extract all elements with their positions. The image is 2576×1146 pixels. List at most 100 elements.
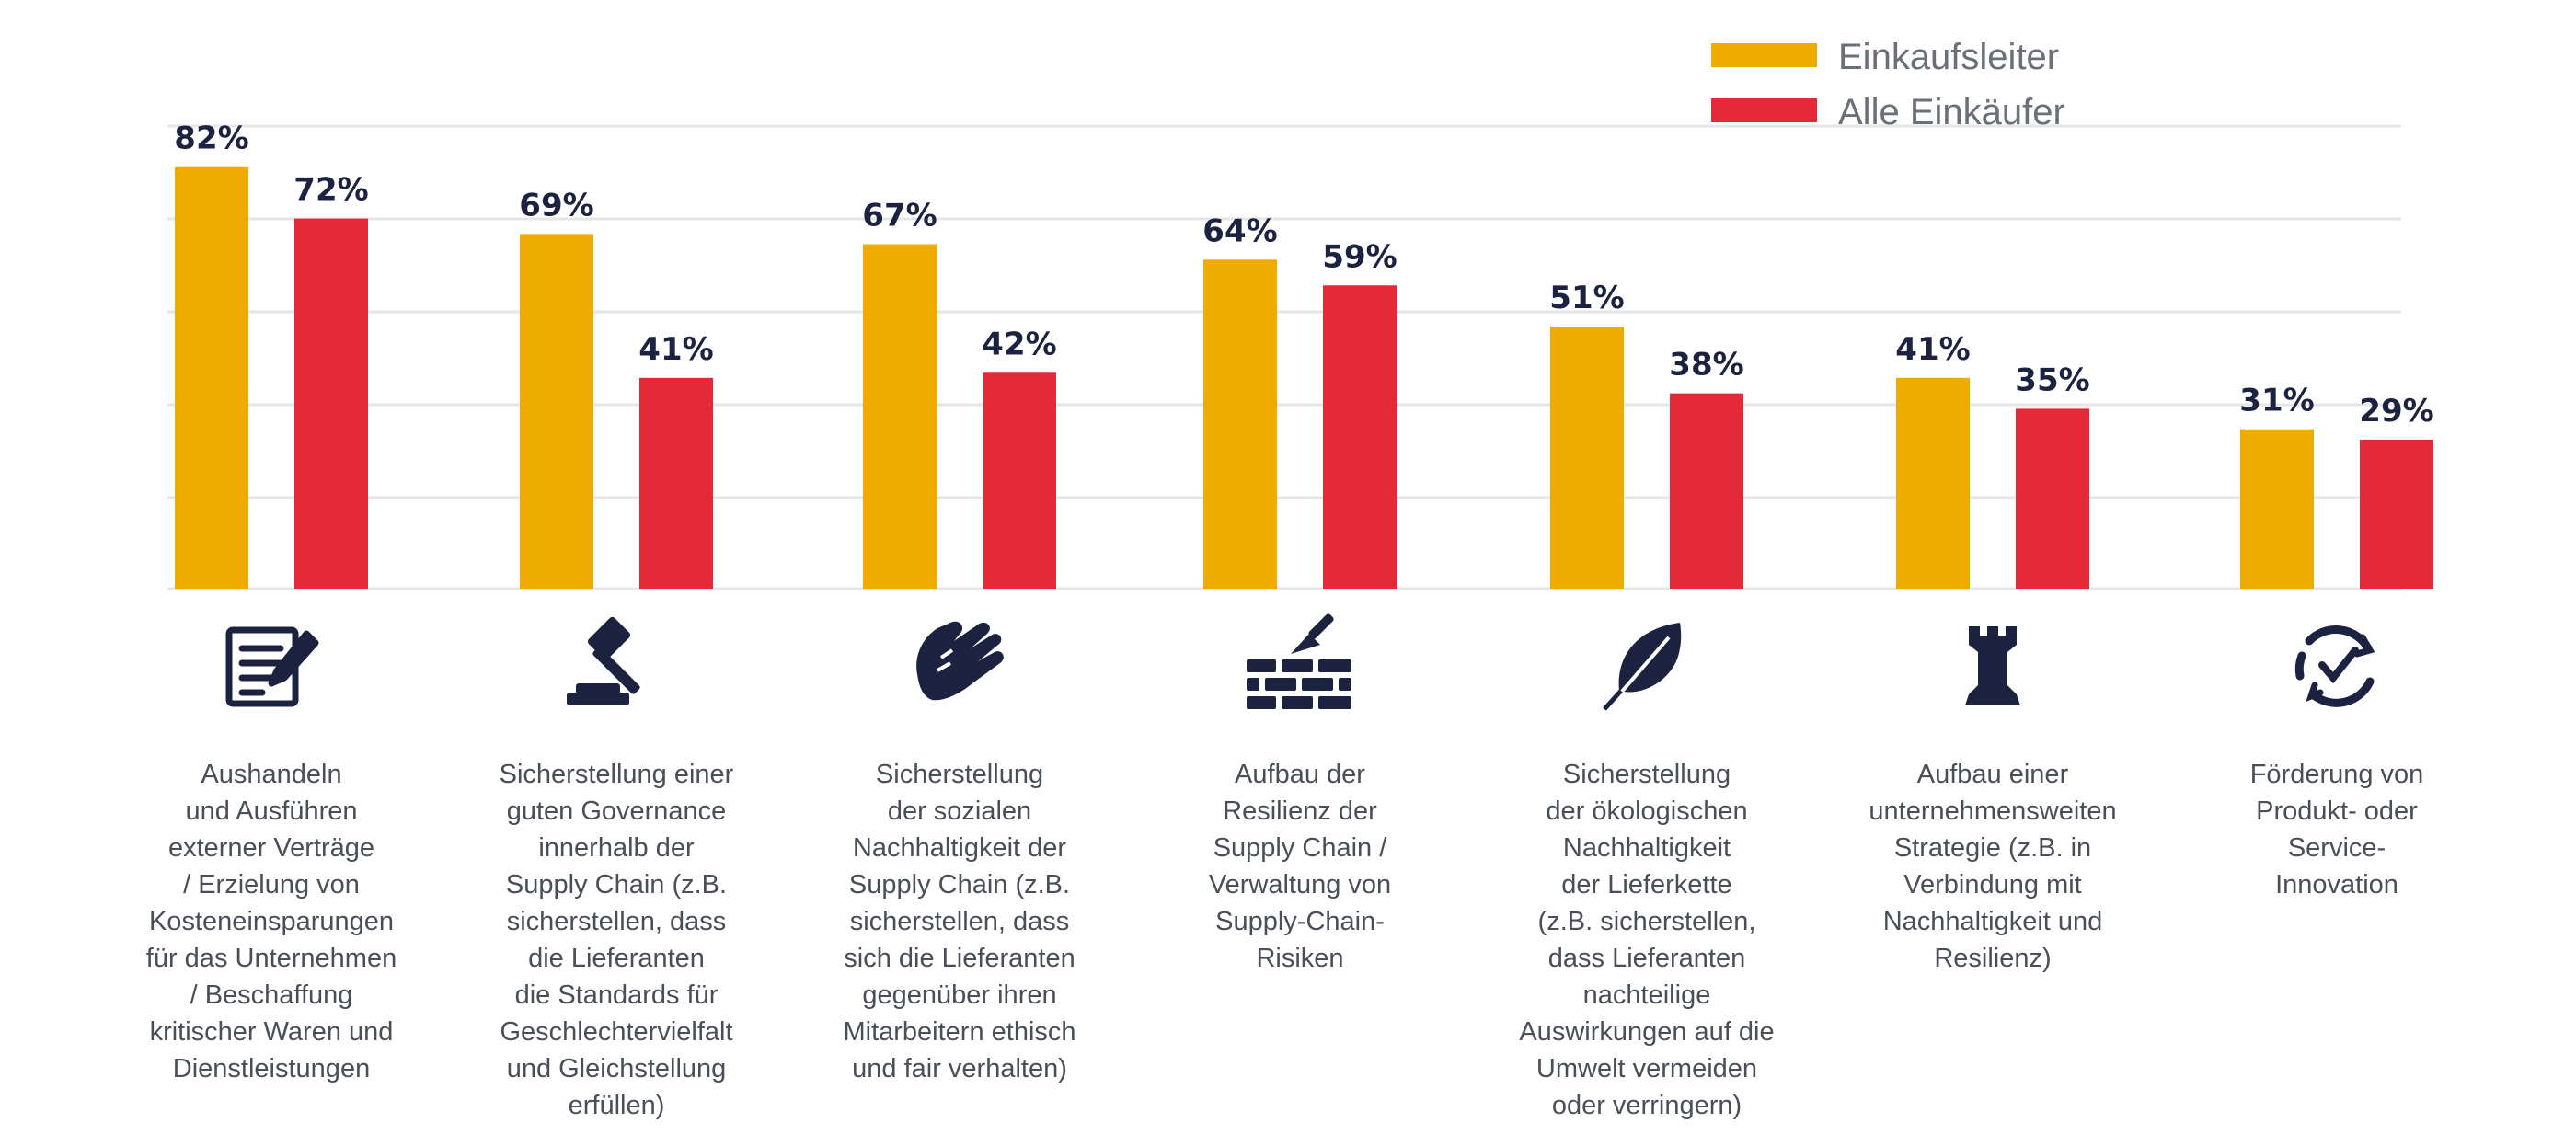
category-label-line: die Lieferanten <box>528 944 705 973</box>
category-label-5: Sicherstellung der ökologischen Nachhaltig… <box>1509 756 1785 1124</box>
category-label-line: Auswirkungen auf die <box>1519 1017 1775 1047</box>
bar-all-1 <box>294 218 368 589</box>
category-label-line: Sicherstellung <box>1562 760 1731 789</box>
category-label-3: Sicherstellung der sozialen Nachhaltigkeit… <box>822 756 1098 1087</box>
value-label-all-2: 41% <box>638 331 713 368</box>
value-label-leaders-1: 82% <box>174 120 248 157</box>
legend-swatch-all <box>1711 98 1817 122</box>
bar-all-2 <box>639 377 713 589</box>
value-label-leaders-7: 31% <box>2239 383 2314 419</box>
legend: Einkaufsleiter Alle Einkäufer <box>1711 37 2065 132</box>
category-label-line: kritischer Waren und <box>149 1017 394 1047</box>
category-label-line: und Gleichstellung <box>506 1054 727 1083</box>
cycle-check-icon <box>2294 625 2375 707</box>
category-label-line: Nachhaltigkeit der <box>852 833 1067 863</box>
legend-swatch-leaders <box>1711 43 1817 67</box>
category-label-line: innerhalb der <box>538 833 695 863</box>
category-label-6: Aufbau einer unternehmensweiten Strategie … <box>1855 756 2131 977</box>
category-label-line: Mitarbeitern ethisch <box>843 1017 1076 1047</box>
category-label-line: gegenüber ihren <box>862 980 1057 1010</box>
chess-rook-icon <box>1965 626 2020 705</box>
category-label-line: / Erzielung von <box>183 870 360 900</box>
category-label-line: externer Verträge <box>167 833 375 863</box>
category-label-line: (z.B. sicherstellen, <box>1537 907 1756 936</box>
value-label-leaders-2: 69% <box>519 187 593 223</box>
category-label-line: sicherstellen, dass <box>849 907 1070 936</box>
bar-all-6 <box>2016 408 2089 589</box>
contract-icon <box>225 626 319 707</box>
category-label-line: Resilienz) <box>1934 944 2052 973</box>
category-label-line: / Beschaffung <box>190 980 353 1010</box>
category-label-line: sicherstellen, dass <box>506 907 727 936</box>
category-label-line: oder verringern) <box>1551 1091 1742 1120</box>
bar-leaders-1 <box>175 166 248 589</box>
gavel-icon <box>567 616 640 705</box>
category-label-line: Strategie (z.B. in <box>1893 833 2092 863</box>
category-label-line: Supply-Chain- <box>1215 907 1385 936</box>
legend-label-all: Alle Einkäufer <box>1838 92 2065 132</box>
bar-all-3 <box>983 372 1056 589</box>
category-label-line: Supply Chain (z.B. <box>505 870 728 900</box>
category-label-4: Aufbau der Resilienz der Supply Chain / Ver… <box>1162 756 1438 977</box>
value-label-leaders-4: 64% <box>1202 212 1277 249</box>
category-label-line: nachteilige <box>1582 980 1711 1010</box>
category-label-line: Geschlechtervielfalt <box>500 1017 733 1047</box>
leaf-icon <box>1603 623 1682 711</box>
legend-label-leaders: Einkaufsleiter <box>1838 37 2059 77</box>
category-label-7: Förderung von Produkt- oder Service- Innova… <box>2199 756 2475 903</box>
category-label-2: Sicherstellung einer guten Governance inne… <box>478 756 754 1124</box>
category-label-line: der sozialen <box>887 796 1032 826</box>
value-label-all-4: 59% <box>1322 238 1397 275</box>
category-label-line: dass Lieferanten <box>1547 944 1746 973</box>
bar-all-5 <box>1670 393 1743 589</box>
handshake-icon <box>916 621 1004 701</box>
category-label-line: Verbindung mit <box>1903 870 2082 900</box>
category-label-line: und fair verhalten) <box>852 1054 1067 1083</box>
category-label-line: Sicherstellung einer <box>499 760 734 789</box>
brick-wall-icon <box>1247 613 1351 709</box>
category-label-line: Service- <box>2287 833 2386 863</box>
category-label-line: Sicherstellung <box>875 760 1044 789</box>
bar-leaders-2 <box>520 234 593 589</box>
value-labels: 82% 69% 67% 64% 51% 41% 31% 72% 41% 42% 59% 38% 35% 2… <box>174 120 2433 430</box>
category-label-line: der ökologischen <box>1546 796 1748 826</box>
category-label-line: Innovation <box>2275 870 2398 900</box>
category-label-line: Umwelt vermeiden <box>1535 1054 1758 1083</box>
category-label-line: Förderung von <box>2249 760 2424 789</box>
category-label-line: für das Unternehmen <box>145 944 397 973</box>
category-label-line: Kosteneinsparungen <box>148 907 395 936</box>
category-label-line: guten Governance <box>506 796 727 826</box>
category-label-line: Nachhaltigkeit und <box>1882 907 2103 936</box>
category-label-line: Produkt- oder <box>2256 796 2418 826</box>
category-label-line: Verwaltung von <box>1208 870 1392 900</box>
category-label-line: sich die Lieferanten <box>844 944 1075 973</box>
bar-leaders-3 <box>863 244 937 589</box>
category-icons <box>225 613 2375 711</box>
value-label-leaders-3: 67% <box>862 198 937 235</box>
category-label-line: der Lieferkette <box>1561 870 1732 900</box>
value-label-all-6: 35% <box>2015 361 2089 398</box>
value-label-all-1: 72% <box>293 172 368 209</box>
category-label-line: Risiken <box>1256 944 1344 973</box>
category-label-line: Aufbau der <box>1235 760 1365 789</box>
value-label-all-5: 38% <box>1669 347 1743 384</box>
category-label-line: Aufbau einer <box>1916 760 2069 789</box>
category-label-line: Dienstleistungen <box>172 1054 371 1083</box>
category-label-1: Aushandeln und Ausführen externer Verträge… <box>133 756 409 1087</box>
category-label-line: Supply Chain / <box>1213 833 1387 863</box>
category-label-line: unternehmensweiten <box>1869 796 2117 826</box>
bar-leaders-5 <box>1550 326 1624 589</box>
category-label-line: erfüllen) <box>568 1091 665 1120</box>
bar-leaders-7 <box>2240 429 2314 589</box>
category-label-line: und Ausführen <box>185 796 358 826</box>
category-label-line: Supply Chain (z.B. <box>848 870 1071 900</box>
bar-all-4 <box>1323 285 1397 589</box>
category-label-line: Aushandeln <box>201 760 342 789</box>
bar-all-7 <box>2360 439 2433 589</box>
category-label-line: Resilienz der <box>1223 796 1377 826</box>
bars <box>175 166 2433 589</box>
category-label-line: Nachhaltigkeit <box>1562 833 1731 863</box>
bar-leaders-4 <box>1203 259 1277 589</box>
value-label-leaders-5: 51% <box>1549 280 1624 316</box>
